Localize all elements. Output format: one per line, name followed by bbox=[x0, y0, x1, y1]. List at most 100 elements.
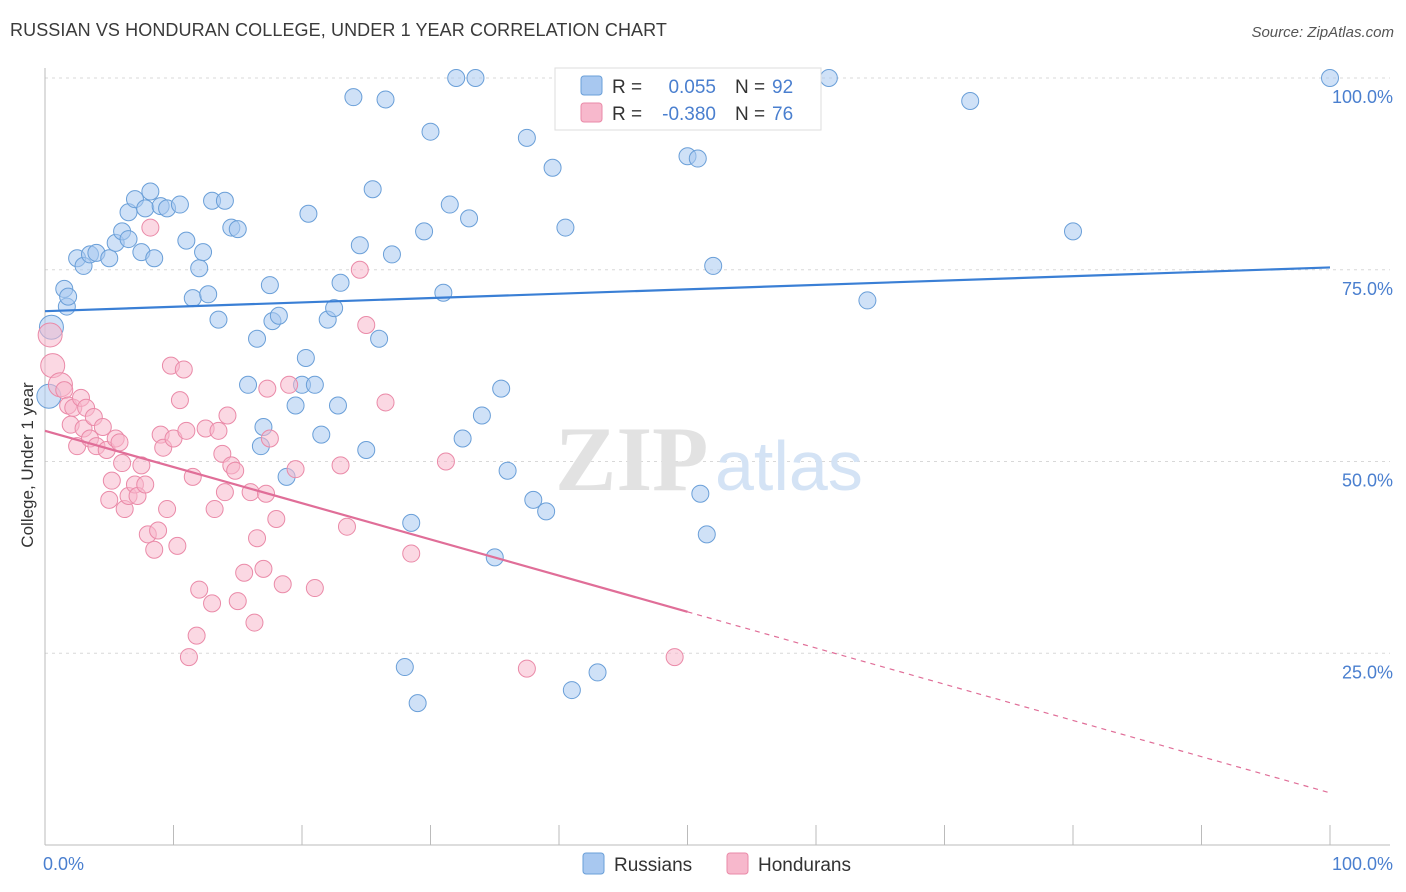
hondurans-point bbox=[376, 393, 395, 412]
legend-r-label: R = bbox=[612, 77, 642, 98]
hondurans-point bbox=[273, 575, 292, 594]
hondurans-point bbox=[136, 475, 155, 494]
russians-point bbox=[228, 220, 247, 239]
hondurans-point bbox=[218, 406, 237, 425]
hondurans-point bbox=[37, 322, 63, 348]
hondurans-point bbox=[267, 510, 286, 529]
russians-point bbox=[697, 525, 716, 544]
chart-title: RUSSIAN VS HONDURAN COLLEGE, UNDER 1 YEA… bbox=[10, 20, 668, 40]
watermark-zip: ZIP bbox=[555, 408, 708, 510]
russians-point bbox=[402, 513, 421, 532]
hondurans-point bbox=[190, 580, 209, 599]
axes bbox=[44, 68, 1390, 846]
y-axis-label: College, Under 1 year bbox=[18, 382, 37, 548]
russians-point bbox=[691, 484, 710, 503]
chart-source: Source: ZipAtlas.com bbox=[1251, 24, 1394, 41]
russians-point bbox=[190, 259, 209, 278]
hondurans-point bbox=[226, 461, 245, 480]
legend-label-hondurans: Hondurans bbox=[758, 855, 851, 876]
hondurans-point bbox=[228, 592, 247, 611]
legend-stats: R = 0.055 N = 92 R = -0.380 N = 76 bbox=[554, 67, 822, 131]
legend-r-label: R = bbox=[612, 104, 642, 125]
x-tick-label: 0.0% bbox=[43, 854, 84, 874]
hondurans-point bbox=[168, 536, 187, 555]
hondurans-point bbox=[215, 483, 234, 502]
hondurans-point bbox=[258, 379, 277, 398]
x-tick-labels: 0.0% 100.0% bbox=[43, 854, 1393, 874]
hondurans-point bbox=[100, 490, 119, 509]
hondurans-trend-extension bbox=[687, 611, 1331, 794]
russians-point bbox=[363, 180, 382, 199]
hondurans-point bbox=[402, 544, 421, 563]
russians-point bbox=[524, 490, 543, 509]
hondurans-point bbox=[55, 381, 74, 400]
russians-point bbox=[466, 69, 485, 87]
russians-point bbox=[858, 291, 877, 310]
russians-point bbox=[421, 122, 440, 141]
russians-point bbox=[961, 92, 980, 111]
russians-point bbox=[145, 249, 164, 268]
russians-point bbox=[194, 243, 213, 262]
legend-n-value: 92 bbox=[772, 77, 793, 98]
hondurans-point bbox=[436, 452, 455, 471]
russians-point bbox=[328, 396, 347, 415]
russians-point bbox=[408, 694, 427, 713]
legend-swatch-hondurans bbox=[580, 102, 603, 123]
legend-swatch-russians bbox=[582, 852, 605, 875]
hondurans-point bbox=[205, 500, 224, 519]
russians-point bbox=[299, 204, 318, 223]
hondurans-point bbox=[177, 421, 196, 440]
russians-point bbox=[239, 375, 258, 394]
russians-point bbox=[357, 440, 376, 459]
hondurans-point bbox=[357, 315, 376, 334]
hondurans-point bbox=[110, 433, 129, 452]
hondurans-point bbox=[93, 417, 112, 436]
russians-point bbox=[209, 310, 228, 329]
russians-point bbox=[248, 329, 267, 348]
legend-n-label: N = bbox=[735, 104, 765, 125]
russians-point bbox=[704, 256, 723, 275]
hondurans-point bbox=[235, 563, 254, 582]
hondurans-point bbox=[149, 521, 168, 540]
russians-point bbox=[1321, 69, 1339, 87]
legend-label-russians: Russians bbox=[614, 855, 692, 876]
hondurans-point bbox=[331, 456, 350, 475]
hondurans-point bbox=[260, 429, 279, 448]
russians-point bbox=[312, 425, 331, 444]
hondurans-point bbox=[337, 517, 356, 536]
watermark: ZIP atlas bbox=[555, 408, 863, 510]
russians-point bbox=[183, 289, 202, 308]
hondurans-point bbox=[170, 391, 189, 410]
russians-point bbox=[260, 276, 279, 295]
russians-trend-line bbox=[44, 266, 1331, 313]
hondurans-point bbox=[187, 626, 206, 645]
legend-swatch-russians bbox=[580, 75, 603, 96]
russians-point bbox=[492, 379, 511, 398]
hondurans-point bbox=[665, 648, 684, 667]
russians-point bbox=[141, 182, 160, 201]
russians-point bbox=[376, 90, 395, 109]
hondurans-point bbox=[305, 579, 324, 598]
hondurans-point bbox=[248, 529, 267, 548]
hondurans-point bbox=[245, 613, 264, 632]
russians-point bbox=[344, 88, 363, 107]
russians-point bbox=[556, 218, 575, 237]
y-tick-labels: 25.0% 50.0% 75.0% 100.0% bbox=[1332, 87, 1393, 682]
russians-point bbox=[588, 663, 607, 682]
russians-point bbox=[100, 249, 119, 268]
hondurans-point bbox=[158, 500, 177, 519]
watermark-atlas: atlas bbox=[715, 427, 863, 505]
russians-point bbox=[453, 429, 472, 448]
russians-point bbox=[543, 158, 562, 177]
hondurans-point bbox=[113, 454, 132, 473]
russians-point bbox=[199, 285, 218, 304]
russians-point bbox=[286, 396, 305, 415]
hondurans-point bbox=[145, 540, 164, 559]
x-tick-label: 100.0% bbox=[1332, 854, 1393, 874]
russians-point bbox=[59, 287, 78, 306]
russians-point bbox=[562, 681, 581, 700]
russians-point bbox=[177, 231, 196, 250]
russians-point bbox=[472, 406, 491, 425]
legend-series: Russians Hondurans bbox=[582, 852, 851, 876]
y-tick-label: 50.0% bbox=[1342, 471, 1393, 491]
